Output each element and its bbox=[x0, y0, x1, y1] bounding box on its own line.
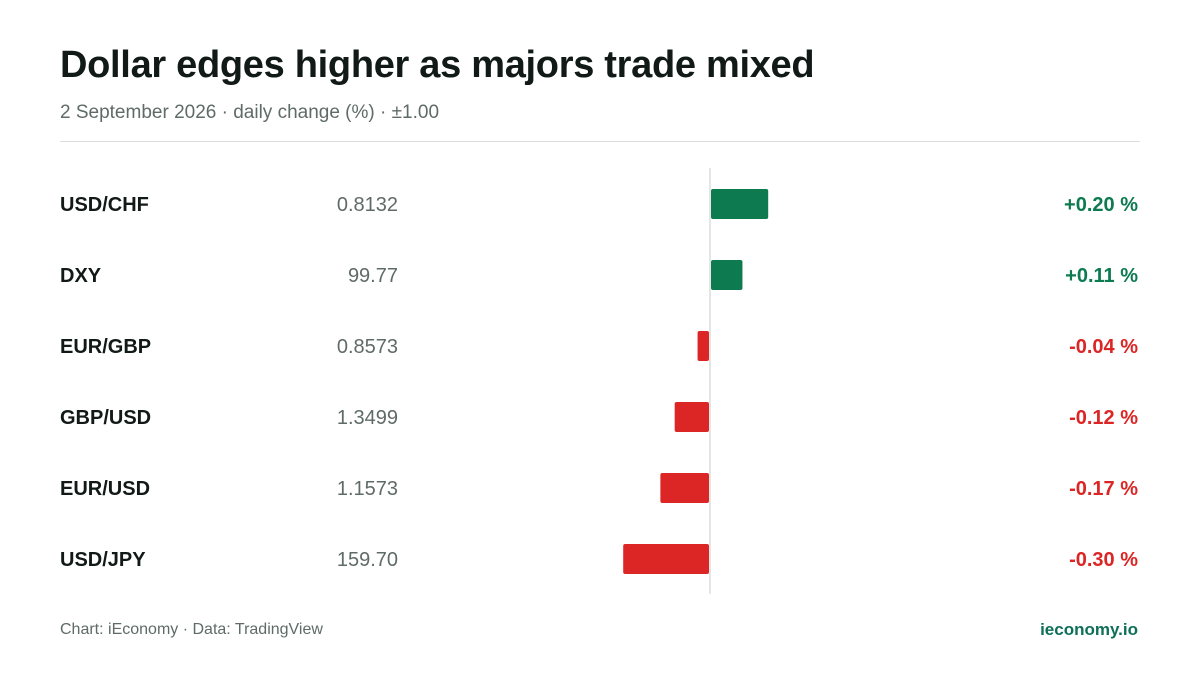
pair-label: DXY bbox=[60, 265, 102, 287]
change-value-label: -0.04 % bbox=[1069, 336, 1138, 358]
chart-rows: USD/CHF 0.8132 +0.20 % DXY 99.77 +0.11 % EUR/G… bbox=[60, 189, 1138, 574]
change-value-label: +0.20 % bbox=[1064, 194, 1138, 216]
pair-label: USD/CHF bbox=[60, 194, 149, 216]
header-divider bbox=[60, 141, 1140, 142]
change-bar bbox=[711, 260, 743, 290]
pair-price: 1.1573 bbox=[337, 478, 398, 500]
pair-price: 0.8573 bbox=[337, 336, 398, 358]
pair-price: 159.70 bbox=[337, 549, 398, 571]
change-bar bbox=[623, 544, 709, 574]
pair-price: 1.3499 bbox=[337, 407, 398, 429]
brand-link[interactable]: ieconomy.io bbox=[1040, 620, 1138, 639]
pair-label: EUR/GBP bbox=[60, 336, 151, 358]
pair-price: 99.77 bbox=[348, 265, 398, 287]
change-bar bbox=[674, 402, 709, 432]
source-credit: Chart: iEconomy · Data: TradingView bbox=[60, 621, 323, 638]
change-value-label: -0.17 % bbox=[1069, 478, 1138, 500]
pair-label: USD/JPY bbox=[60, 549, 146, 571]
pair-label: EUR/USD bbox=[60, 478, 150, 500]
change-bar bbox=[697, 331, 709, 361]
pair-label: GBP/USD bbox=[60, 407, 151, 429]
change-bar bbox=[711, 189, 769, 219]
change-value-label: +0.11 % bbox=[1065, 265, 1138, 287]
change-value-label: -0.12 % bbox=[1069, 407, 1138, 429]
chart-title: Dollar edges higher as majors trade mixe… bbox=[60, 44, 815, 86]
change-value-label: -0.30 % bbox=[1069, 549, 1138, 571]
pair-price: 0.8132 bbox=[337, 194, 398, 216]
change-bar bbox=[660, 473, 709, 503]
chart-subtitle: 2 September 2026 · daily change (%) · ±1… bbox=[60, 102, 440, 123]
